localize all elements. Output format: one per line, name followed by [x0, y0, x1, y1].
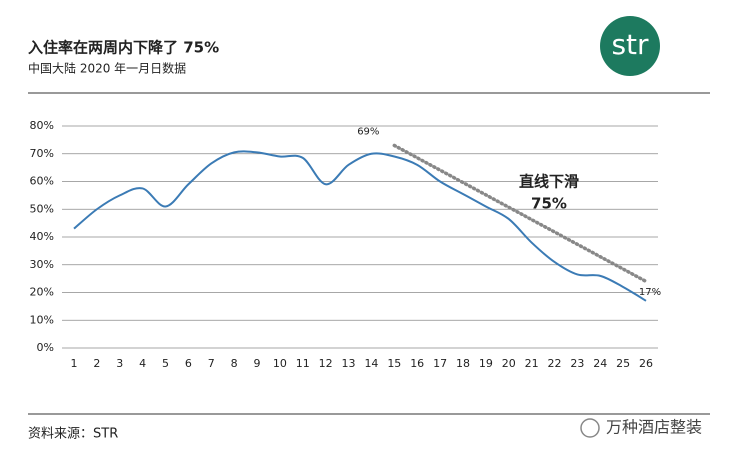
x-tick-label: 24 [593, 357, 607, 370]
logo: str [611, 28, 649, 61]
x-tick-label: 13 [342, 357, 356, 370]
x-tick-label: 5 [162, 357, 169, 370]
line [73, 150, 647, 302]
x-tick-label: 26 [639, 357, 653, 370]
y-tick-label: 50% [30, 202, 54, 215]
x-tick-label: 10 [273, 357, 287, 370]
x-tick-label: 22 [547, 357, 561, 370]
x-tick-label: 7 [208, 357, 215, 370]
x-tick-label: 17 [433, 357, 447, 370]
trend-label: 75% [531, 195, 567, 213]
x-tick-label: 14 [364, 357, 378, 370]
x-tick-label: 12 [319, 357, 333, 370]
watermark-icon [580, 418, 600, 438]
x-tick-label: 18 [456, 357, 470, 370]
x-tick-label: 9 [254, 357, 261, 370]
x-tick-label: 4 [139, 357, 146, 370]
y-tick-label: 0% [37, 341, 54, 354]
x-tick-label: 15 [387, 357, 401, 370]
y-tick-label: 40% [30, 230, 54, 243]
y-tick-label: 20% [30, 286, 54, 299]
y-tick-label: 30% [30, 258, 54, 271]
y-tick-label: 70% [30, 147, 54, 160]
x-tick-label: 2 [93, 357, 100, 370]
x-tick-label: 23 [570, 357, 584, 370]
x-tick-label: 20 [502, 357, 516, 370]
trend-label: 直线下滑 [519, 173, 579, 191]
logo-circle [600, 16, 660, 76]
data-label: 17% [639, 287, 661, 298]
chart-subtitle: 中国大陆 2020 年一月日数据 [28, 61, 186, 76]
x-tick-label: 8 [231, 357, 238, 370]
y-tick-label: 10% [30, 313, 54, 326]
x-tick-label: 6 [185, 357, 192, 370]
chart-title: 入住率在两周内下降了 75% [28, 39, 219, 57]
x-tick-label: 25 [616, 357, 630, 370]
watermark: 万种酒店整装 [606, 418, 702, 437]
y-tick-label: 80% [30, 119, 54, 132]
x-tick-label: 19 [479, 357, 493, 370]
x-tick-label: 1 [71, 357, 78, 370]
x-tick-label: 11 [296, 357, 310, 370]
trend-line [392, 143, 648, 284]
x-tick-label: 16 [410, 357, 424, 370]
y-tick-label: 60% [30, 175, 54, 188]
x-tick-label: 21 [525, 357, 539, 370]
data-label: 69% [357, 127, 379, 138]
source: 资料来源：STR [28, 427, 118, 442]
x-tick-label: 3 [116, 357, 123, 370]
